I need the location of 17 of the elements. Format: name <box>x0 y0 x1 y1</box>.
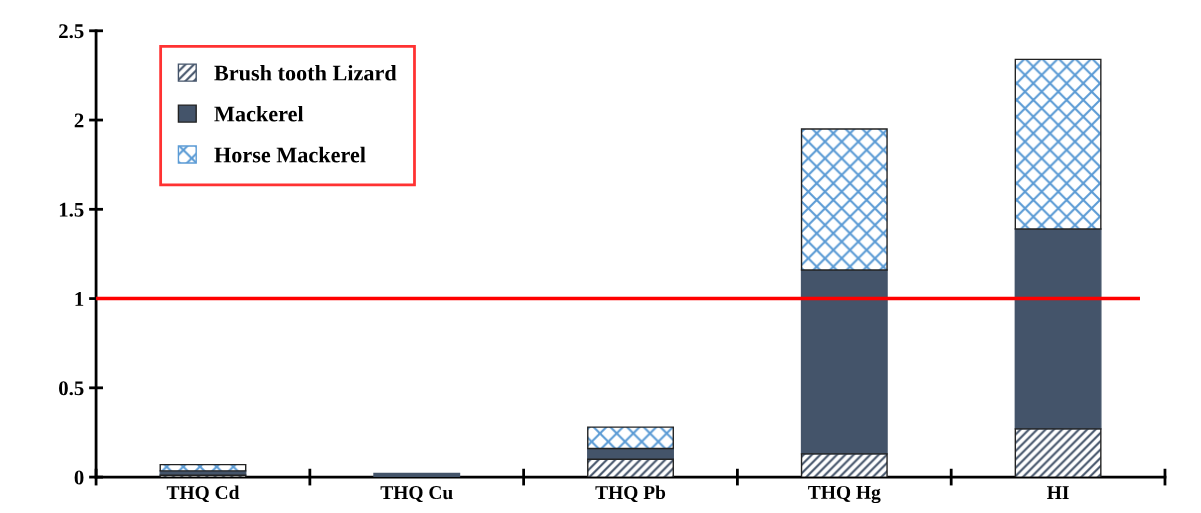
x-tick-label: HI <box>1047 486 1069 499</box>
x-tick-label: THQ Cu <box>380 486 453 503</box>
y-tick-label: 0.5 <box>59 381 84 396</box>
y-tick-label: 2.5 <box>59 24 84 39</box>
x-tick-label: THQ Cd <box>166 485 240 503</box>
x-tick-label: THQ Hg <box>808 485 881 504</box>
y-tick-label: 1 <box>75 292 84 306</box>
y-tick-label: 2 <box>74 113 84 128</box>
bar <box>373 472 461 478</box>
legend-label: Mackerel <box>214 105 304 122</box>
x-tick-label: THQ Pb <box>595 485 666 503</box>
y-tick-label: 1.5 <box>59 202 84 217</box>
legend-label: Brush tooth Lizard <box>214 64 397 81</box>
bar <box>800 269 888 455</box>
y-tick-label: 0 <box>74 470 84 485</box>
legend-label: Horse Mackerel <box>214 146 366 163</box>
bar <box>1014 228 1102 430</box>
